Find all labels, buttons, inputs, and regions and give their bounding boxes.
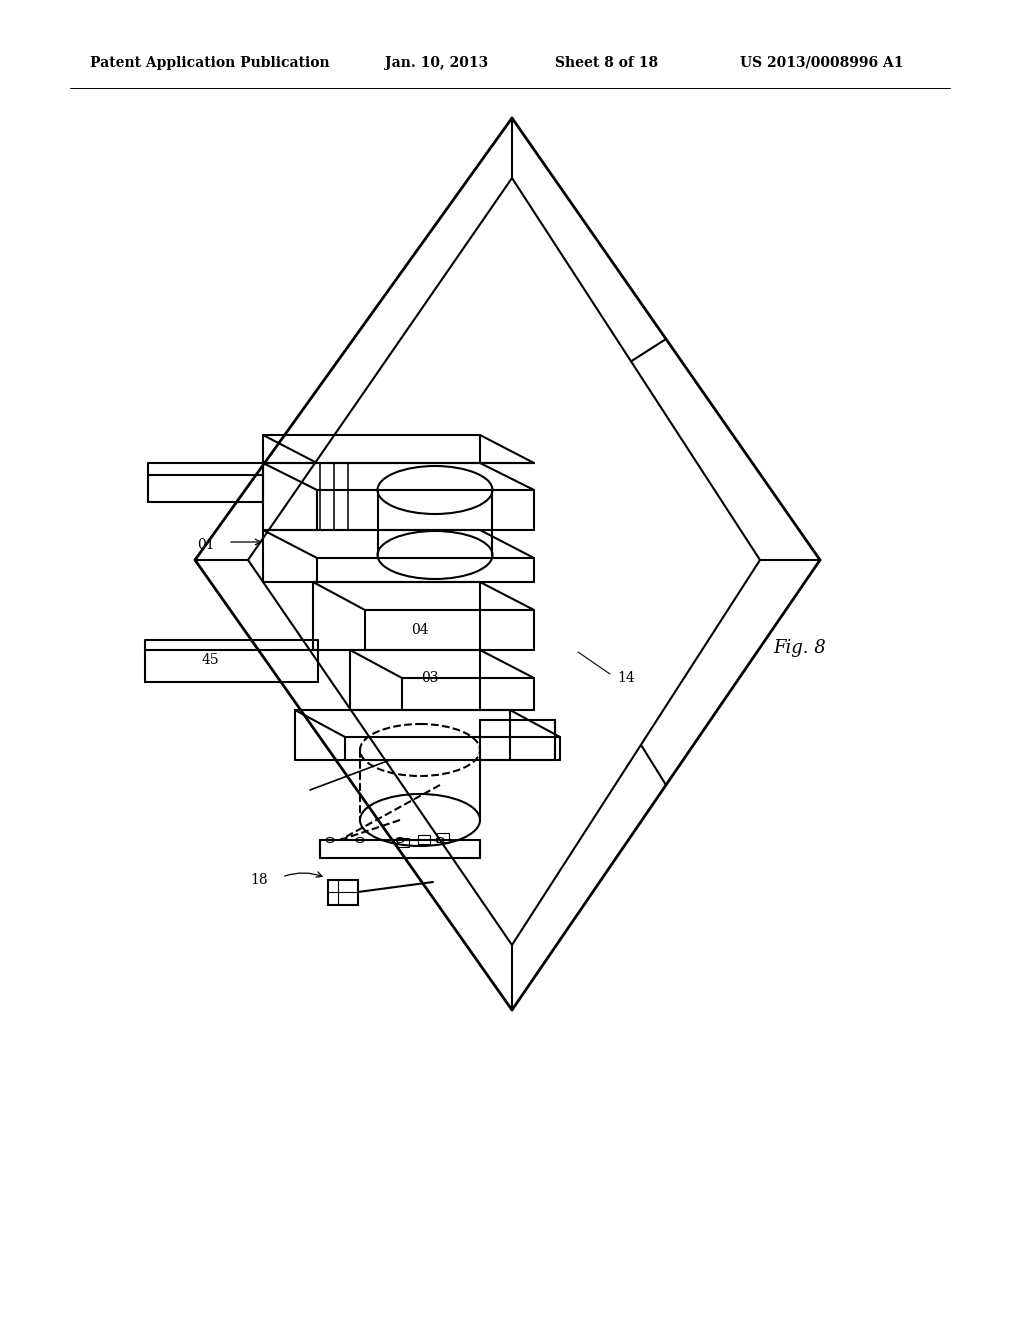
Text: 01: 01 <box>198 539 215 552</box>
Text: Fig. 8: Fig. 8 <box>773 639 826 657</box>
Text: 18: 18 <box>251 873 268 887</box>
Bar <box>437 833 449 842</box>
Text: 03: 03 <box>421 671 438 685</box>
Text: Jan. 10, 2013: Jan. 10, 2013 <box>385 55 488 70</box>
Text: 14: 14 <box>617 671 635 685</box>
Bar <box>328 880 358 906</box>
Text: 45: 45 <box>201 653 219 667</box>
Text: Patent Application Publication: Patent Application Publication <box>90 55 330 70</box>
Bar <box>397 838 409 847</box>
Bar <box>418 836 430 843</box>
Text: US 2013/0008996 A1: US 2013/0008996 A1 <box>740 55 903 70</box>
Text: 04: 04 <box>412 623 429 638</box>
Text: Sheet 8 of 18: Sheet 8 of 18 <box>555 55 658 70</box>
